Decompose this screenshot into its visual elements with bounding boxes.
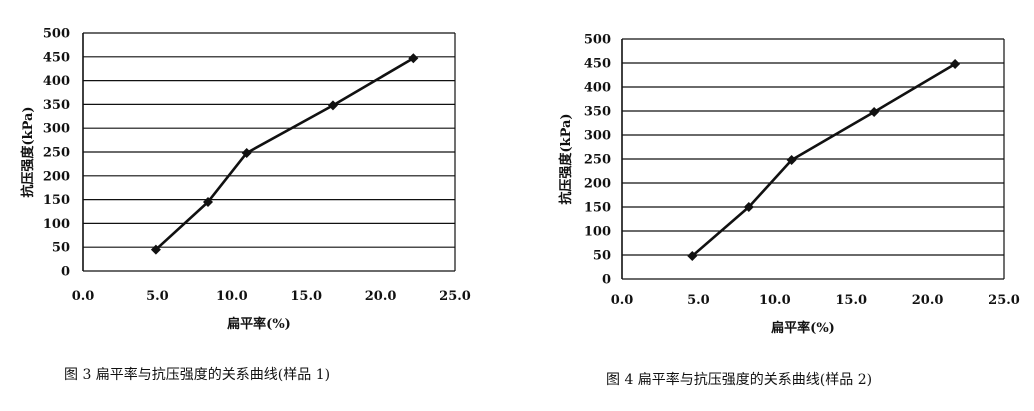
y-tick-label: 200 — [584, 177, 611, 192]
x-tick-label: 10.0 — [759, 293, 791, 308]
data-point-marker — [327, 100, 338, 111]
series-line — [155, 57, 414, 251]
x-tick-label: 15.0 — [835, 293, 867, 308]
x-tick-label: 25.0 — [988, 293, 1020, 308]
y-tick-label: 250 — [43, 146, 70, 161]
y-tick-label: 400 — [584, 81, 611, 96]
y-tick-label: 0 — [61, 265, 70, 280]
data-point-marker — [408, 53, 419, 64]
x-tick-label: 0.0 — [72, 289, 95, 304]
y-tick-label: 150 — [584, 201, 611, 216]
y-tick-label: 200 — [43, 169, 70, 184]
y-tick-label: 250 — [584, 153, 611, 168]
x-tick-label: 15.0 — [290, 289, 322, 304]
chart-1: 0 50 100 150 200 250 300 350 400 450 500 0.0 5.0 10.0… — [20, 27, 471, 384]
x-tick-label: 25.0 — [439, 289, 471, 304]
y-tick-label: 150 — [43, 193, 70, 208]
data-point-marker — [743, 202, 754, 212]
x-axis-title: 扁平率(%) — [771, 320, 835, 336]
y-tick-label: 350 — [43, 98, 70, 113]
data-point-marker — [687, 250, 698, 261]
x-tick-label: 5.0 — [146, 289, 169, 304]
x-tick-label: 0.0 — [611, 293, 634, 308]
y-tick-label: 50 — [52, 241, 70, 256]
y-tick-label: 100 — [584, 225, 611, 240]
y-tick-label: 450 — [43, 50, 70, 65]
x-tick-label: 20.0 — [912, 293, 944, 308]
x-tick-label: 10.0 — [216, 289, 248, 304]
x-tick-label: 20.0 — [365, 289, 397, 304]
y-tick-label: 400 — [43, 74, 70, 89]
y-tick-label: 100 — [43, 217, 70, 232]
chart-2: 0 50 100 150 200 250 300 350 400 450 500 0.0 5.0 10.0… — [558, 33, 1020, 389]
data-point-marker — [869, 106, 880, 117]
y-tick-label: 450 — [584, 57, 611, 72]
x-tick-label: 5.0 — [687, 293, 710, 308]
y-axis-title: 抗压强度(kPa) — [20, 106, 36, 197]
figure-caption: 图 3 扁平率与抗压强度的关系曲线(样品 1) — [64, 366, 330, 383]
data-point-marker — [202, 196, 213, 207]
y-tick-label: 500 — [43, 27, 70, 42]
data-point-marker — [150, 244, 161, 255]
y-tick-label: 350 — [584, 105, 611, 120]
y-tick-label: 300 — [584, 129, 611, 144]
figure-caption: 图 4 扁平率与抗压强度的关系曲线(样品 2) — [606, 371, 872, 388]
data-point-marker — [950, 58, 961, 69]
x-axis-title: 扁平率(%) — [227, 316, 291, 332]
y-tick-label: 0 — [602, 273, 611, 288]
y-tick-label: 500 — [584, 33, 611, 48]
series-line — [691, 62, 956, 257]
y-tick-label: 300 — [43, 122, 70, 137]
y-tick-label: 50 — [593, 249, 611, 264]
y-axis-title: 抗压强度(kPa) — [558, 113, 574, 204]
data-point-marker — [241, 147, 252, 158]
data-point-marker — [786, 154, 797, 165]
